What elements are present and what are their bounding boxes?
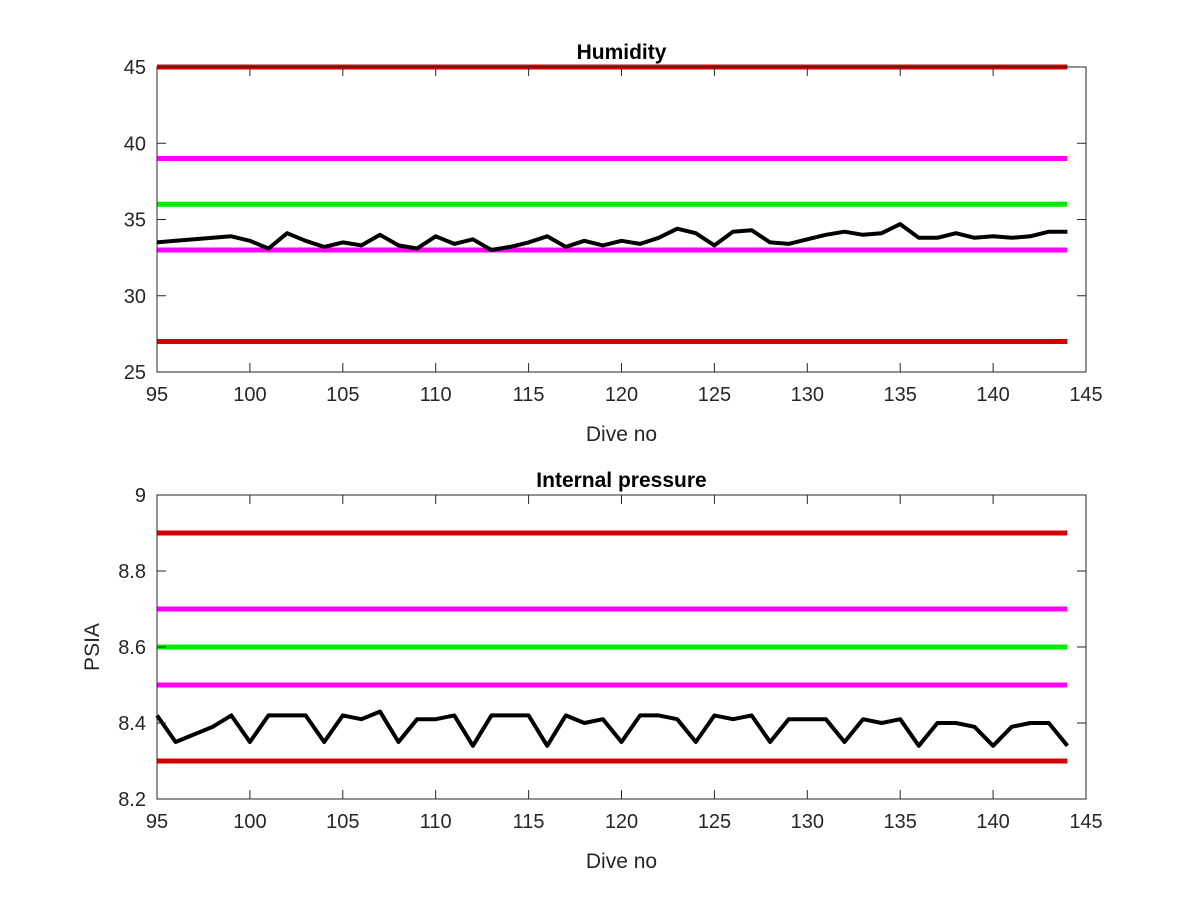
internal-pressure-title: Internal pressure: [536, 469, 706, 492]
internal-pressure-x-tick-label: 125: [698, 811, 731, 833]
internal-pressure-x-tick-label: 115: [513, 811, 545, 833]
humidity-x-tick-label: 115: [513, 384, 545, 406]
humidity-x-tick-label: 105: [326, 384, 359, 406]
internal-pressure-x-tick-label: 100: [233, 811, 266, 833]
humidity-y-tick-label: 45: [124, 57, 146, 79]
humidity-x-axis-label: Dive no: [586, 423, 657, 446]
internal-pressure-y-tick-label: 8.2: [118, 789, 146, 811]
humidity-y-tick-label: 40: [124, 133, 146, 155]
internal-pressure-x-tick-label: 140: [976, 811, 1009, 833]
humidity-y-tick-label: 25: [124, 362, 146, 384]
internal-pressure-x-tick-label: 95: [146, 811, 168, 833]
humidity-axes-box: [156, 66, 1087, 373]
internal-pressure-y-tick-label: 9: [135, 485, 146, 507]
humidity-x-tick-label: 120: [605, 384, 638, 406]
humidity-y-tick-label: 30: [124, 286, 146, 308]
humidity-x-tick-label: 100: [233, 384, 266, 406]
humidity-x-tick-label: 95: [146, 384, 168, 406]
internal-pressure-x-tick-label: 145: [1069, 811, 1102, 833]
internal-pressure-y-axis-label: PSIA: [81, 623, 104, 671]
internal-pressure-plot: 95 100 105 110 115 120 125 130 135 140 145 8.2 8.4 8.…: [81, 469, 1103, 873]
internal-pressure-x-tick-label: 120: [605, 811, 638, 833]
humidity-ticks: 95 100 105 110 115 120 125 130 135 140 145 25 30 35 40…: [124, 57, 1103, 406]
internal-pressure-x-axis-label: Dive no: [586, 850, 657, 873]
humidity-plot: 95 100 105 110 115 120 125 130 135 140 145 25 30 35 40…: [124, 41, 1103, 446]
humidity-x-tick-label: 145: [1069, 384, 1102, 406]
humidity-x-tick-label: 135: [884, 384, 917, 406]
humidity-x-tick-label: 130: [791, 384, 824, 406]
internal-pressure-x-tick-label: 110: [420, 811, 452, 833]
humidity-y-tick-label: 35: [124, 210, 146, 232]
humidity-x-tick-label: 110: [420, 384, 452, 406]
internal-pressure-y-tick-label: 8.8: [118, 561, 146, 583]
internal-pressure-series-line-0: [155, 709, 1069, 748]
internal-pressure-x-tick-label: 130: [791, 811, 824, 833]
humidity-x-tick-label: 125: [698, 384, 731, 406]
humidity-series-line-0: [156, 222, 1068, 252]
internal-pressure-x-tick-label: 135: [884, 811, 917, 833]
internal-pressure-lines: [155, 530, 1069, 764]
internal-pressure-y-tick-label: 8.6: [118, 637, 146, 659]
humidity-x-tick-label: 140: [976, 384, 1009, 406]
internal-pressure-x-tick-label: 105: [326, 811, 359, 833]
internal-pressure-y-tick-label: 8.4: [118, 713, 146, 735]
internal-pressure-ticks: 95 100 105 110 115 120 125 130 135 140 145 8.2 8.4 8.…: [118, 485, 1103, 833]
humidity-title: Humidity: [577, 41, 667, 64]
humidity-lines: [156, 64, 1068, 344]
